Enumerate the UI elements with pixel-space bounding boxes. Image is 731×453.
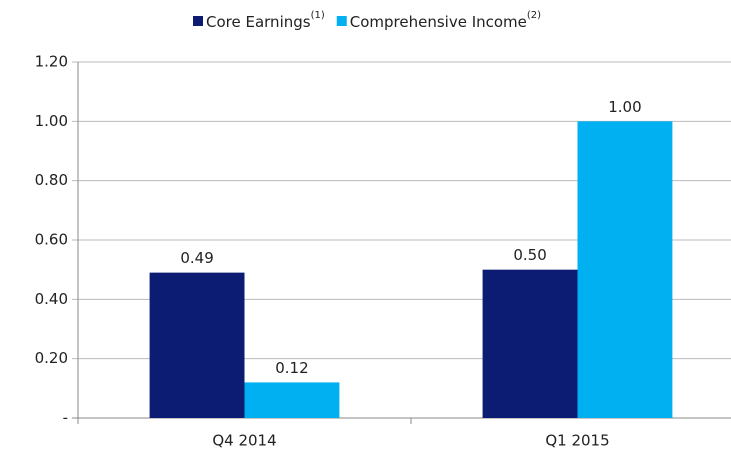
data-label: 0.12: [275, 359, 308, 377]
legend-name: Core Earnings: [206, 13, 311, 31]
legend-footnote: (2): [527, 10, 541, 21]
legend-label: Comprehensive Income(2): [350, 10, 541, 31]
legend-name: Comprehensive Income: [350, 13, 527, 31]
y-tick-label: 0.40: [35, 290, 68, 308]
y-tick-label: 1.20: [35, 53, 68, 71]
legend-swatch: [336, 16, 347, 26]
bar: [244, 382, 340, 418]
legend-label: Core Earnings(1): [206, 10, 325, 31]
y-tick-label: 1.00: [35, 112, 68, 130]
y-tick-label: 0.20: [35, 349, 68, 367]
legend-footnote: (1): [311, 10, 325, 21]
data-label: 0.49: [180, 249, 213, 267]
x-tick-label: Q4 2014: [212, 432, 276, 450]
y-tick-label: -: [63, 409, 68, 427]
data-label: 0.50: [513, 246, 546, 264]
x-tick-label: Q1 2015: [545, 432, 609, 450]
bar: [482, 269, 578, 418]
y-tick-label: 0.80: [35, 171, 68, 189]
legend-swatch: [193, 16, 203, 26]
y-tick-label: 0.60: [35, 231, 68, 249]
bar: [577, 121, 673, 418]
data-label: 1.00: [608, 98, 641, 116]
bar: [149, 272, 245, 418]
